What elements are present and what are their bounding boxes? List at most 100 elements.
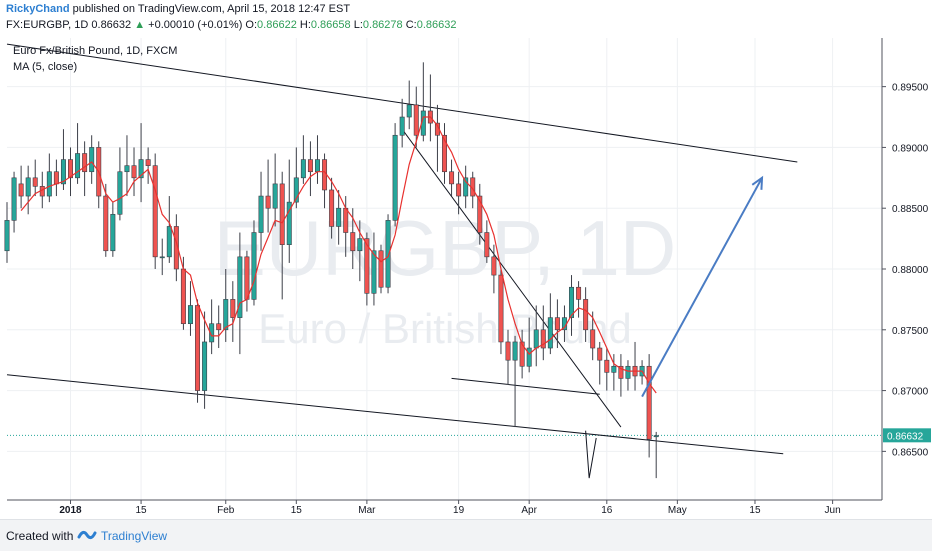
x-tick-label: 16 bbox=[601, 505, 613, 516]
x-tick-label: 15 bbox=[291, 505, 303, 516]
candle-body bbox=[399, 116, 405, 136]
candle-body bbox=[230, 299, 236, 318]
y-tick-label: 0.87000 bbox=[892, 387, 929, 398]
high-label: H: bbox=[299, 19, 311, 31]
author-name[interactable]: RickyChand bbox=[6, 3, 70, 15]
arrow-head-icon bbox=[751, 175, 764, 190]
candle-body bbox=[392, 134, 398, 221]
candle-body bbox=[413, 104, 419, 136]
open-label: O: bbox=[245, 19, 258, 31]
candle-body bbox=[173, 226, 179, 270]
forecast-arrow bbox=[641, 175, 764, 398]
ma-line bbox=[20, 116, 657, 394]
trendline-descending-resistance bbox=[401, 128, 622, 428]
candle-body bbox=[343, 207, 349, 233]
candle-body bbox=[371, 250, 377, 294]
candle-body bbox=[547, 317, 553, 349]
axes: 0.89500 0.89000 0.88500 0.88000 0.87500 0.870… bbox=[7, 38, 929, 516]
chart-grid bbox=[7, 38, 882, 500]
candle-body bbox=[68, 159, 73, 179]
low-value: 0.86278 bbox=[362, 19, 403, 31]
published-text: published on TradingView.com, April 15, … bbox=[72, 3, 351, 15]
close-value: 0.86632 bbox=[416, 19, 457, 31]
candle-body bbox=[187, 305, 193, 325]
candle-body bbox=[110, 213, 116, 252]
y-tick-label: 0.87500 bbox=[892, 326, 929, 337]
x-tick-label: Mar bbox=[358, 505, 376, 516]
candle-body bbox=[604, 359, 610, 373]
last-price-axis-label: 0.86632 bbox=[887, 431, 924, 442]
candle-body bbox=[653, 435, 659, 438]
candle-body bbox=[406, 104, 412, 118]
tradingview-logo-icon bbox=[77, 530, 97, 540]
symbol-label: FX:EURGBP, 1D bbox=[6, 19, 89, 31]
candle-body bbox=[505, 341, 511, 361]
price-change: +0.00010 (+0.01%) bbox=[148, 19, 243, 31]
candle-body bbox=[364, 238, 370, 294]
x-tick-label: Feb bbox=[217, 505, 235, 516]
candle-body bbox=[484, 232, 490, 258]
candle-body bbox=[244, 256, 250, 300]
x-tick-label: 19 bbox=[453, 505, 465, 516]
x-tick-label: Apr bbox=[521, 505, 537, 516]
candle-body bbox=[519, 341, 525, 367]
up-triangle-icon: ▲ bbox=[134, 19, 146, 31]
candle-body bbox=[463, 177, 469, 197]
candle-body bbox=[569, 286, 575, 318]
candle-body bbox=[195, 305, 201, 391]
candle-body bbox=[293, 177, 299, 203]
candle-body bbox=[554, 317, 560, 331]
x-tick-label: 15 bbox=[749, 505, 761, 516]
candle-body bbox=[124, 165, 130, 173]
candle-body bbox=[533, 329, 539, 349]
candle-body bbox=[60, 159, 66, 185]
publish-info: RickyChand published on TradingView.com,… bbox=[6, 3, 350, 15]
pivot-marker bbox=[585, 430, 597, 479]
candle-body bbox=[456, 183, 462, 197]
candle-body bbox=[385, 220, 391, 288]
candle-body bbox=[625, 365, 631, 379]
candle-body bbox=[583, 299, 589, 331]
candle-body bbox=[117, 171, 123, 215]
chart-title: Euro Fx/British Pound, 1D, FXCM bbox=[13, 45, 178, 57]
footer: Created with TradingView bbox=[0, 519, 932, 551]
moving-average bbox=[20, 116, 657, 394]
high-value: 0.86658 bbox=[310, 19, 351, 31]
last-price-label-bg bbox=[883, 428, 931, 443]
trendline-lower-channel bbox=[6, 374, 784, 455]
candle-body bbox=[357, 238, 363, 252]
candle-body bbox=[237, 256, 243, 318]
candle-body bbox=[646, 365, 652, 440]
candle-body bbox=[272, 183, 278, 209]
candle-body bbox=[4, 220, 10, 252]
candle-body bbox=[611, 365, 617, 373]
candle-body bbox=[11, 177, 17, 221]
candle-body bbox=[350, 232, 356, 252]
candle-body bbox=[378, 250, 384, 288]
open-value: 0.86622 bbox=[257, 19, 297, 31]
candle-body bbox=[53, 171, 59, 185]
candle-body bbox=[75, 153, 81, 179]
candle-body bbox=[32, 177, 38, 187]
candle-body bbox=[25, 177, 31, 197]
price-chart[interactable]: EURGBP, 1D Euro / British Pound 0.86632 … bbox=[0, 0, 932, 519]
candle-body bbox=[329, 189, 335, 227]
indicator-label[interactable]: MA (5, close) bbox=[13, 61, 78, 73]
candle-body bbox=[336, 207, 342, 227]
tradingview-brand[interactable]: TradingView bbox=[101, 529, 168, 543]
y-tick-label: 0.89500 bbox=[892, 83, 929, 94]
candle-body bbox=[576, 286, 582, 300]
candle-body bbox=[618, 365, 624, 379]
candle-body bbox=[145, 159, 151, 166]
y-tick-label: 0.89000 bbox=[892, 143, 929, 154]
candle-body bbox=[590, 329, 596, 349]
candle-body bbox=[540, 329, 546, 349]
x-tick-label: 2018 bbox=[59, 505, 82, 516]
candle-body bbox=[152, 165, 158, 258]
candle-body bbox=[498, 274, 504, 343]
trendline-support-segment bbox=[451, 377, 600, 395]
candle-body bbox=[258, 195, 264, 233]
candle-body bbox=[202, 341, 208, 391]
candle-body bbox=[442, 134, 447, 173]
candle-body bbox=[180, 268, 186, 325]
